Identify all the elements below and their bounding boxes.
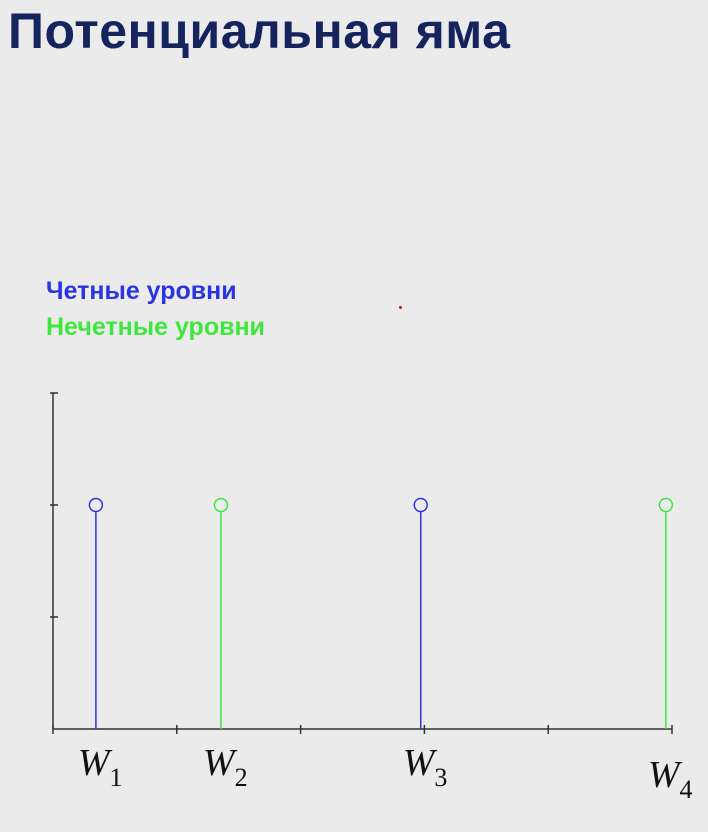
x-tick-label: W4 xyxy=(648,754,693,804)
legend-even-levels: Четные уровни xyxy=(46,277,237,305)
legend-odd-levels: Нечетные уровни xyxy=(46,313,265,341)
stem-marker xyxy=(658,497,674,513)
pointer-dot xyxy=(399,306,402,309)
slide-title: Потенциальная яма xyxy=(8,3,511,59)
x-tick-label: W2 xyxy=(203,742,248,792)
x-tick-label: W1 xyxy=(78,742,123,792)
stem-marker xyxy=(213,497,229,513)
stem-marker xyxy=(88,497,104,513)
x-tick-label: W3 xyxy=(403,742,448,792)
stem-marker xyxy=(413,497,428,513)
